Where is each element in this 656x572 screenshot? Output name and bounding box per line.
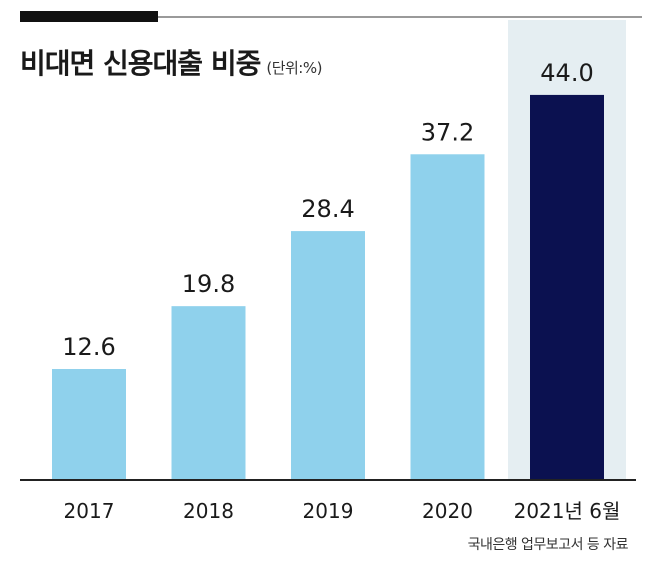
bar-2 bbox=[291, 231, 365, 479]
bar-3 bbox=[410, 154, 485, 479]
value-label-3: 37.2 bbox=[421, 118, 474, 146]
value-label-4: 44.0 bbox=[540, 59, 593, 87]
title-block: 비대면 신용대출 비중 (단위:%) bbox=[20, 42, 322, 82]
top-rule bbox=[20, 16, 642, 18]
value-label-1: 19.8 bbox=[182, 270, 235, 298]
category-label-4: 2021년 6월 bbox=[514, 499, 621, 523]
unit-label: (단위:%) bbox=[266, 59, 322, 77]
category-label-0: 2017 bbox=[64, 499, 115, 523]
bar-0 bbox=[52, 369, 126, 479]
bar-1 bbox=[171, 306, 246, 479]
top-accent-bar bbox=[20, 11, 158, 22]
chart-title: 비대면 신용대출 비중 bbox=[20, 47, 261, 80]
category-label-2: 2019 bbox=[303, 499, 354, 523]
value-label-2: 28.4 bbox=[301, 195, 354, 223]
category-label-3: 2020 bbox=[422, 499, 473, 523]
value-label-0: 12.6 bbox=[62, 333, 115, 361]
source-note: 국내은행 업무보고서 등 자료 bbox=[467, 537, 629, 553]
bar-4 bbox=[530, 94, 604, 480]
category-label-1: 2018 bbox=[183, 499, 234, 523]
